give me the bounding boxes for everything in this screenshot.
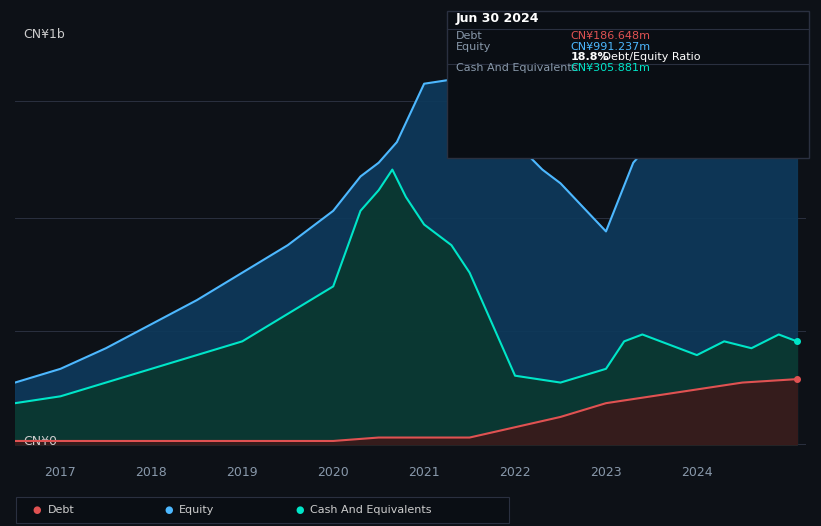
Text: CN¥1b: CN¥1b xyxy=(23,28,65,42)
Text: Debt/Equity Ratio: Debt/Equity Ratio xyxy=(599,53,701,63)
Text: Debt: Debt xyxy=(48,505,75,515)
Text: Debt: Debt xyxy=(456,32,483,42)
Text: Equity: Equity xyxy=(179,505,214,515)
Text: CN¥0: CN¥0 xyxy=(23,435,57,448)
Text: Jun 30 2024: Jun 30 2024 xyxy=(456,12,539,25)
Text: 18.8%: 18.8% xyxy=(571,53,609,63)
Text: ●: ● xyxy=(164,505,172,515)
Text: CN¥305.881m: CN¥305.881m xyxy=(571,63,650,73)
Text: CN¥991.237m: CN¥991.237m xyxy=(571,42,651,52)
Text: Cash And Equivalents: Cash And Equivalents xyxy=(456,63,577,73)
Text: ●: ● xyxy=(33,505,41,515)
Text: Cash And Equivalents: Cash And Equivalents xyxy=(310,505,432,515)
Text: Equity: Equity xyxy=(456,42,491,52)
Text: CN¥186.648m: CN¥186.648m xyxy=(571,32,650,42)
Text: ●: ● xyxy=(296,505,304,515)
